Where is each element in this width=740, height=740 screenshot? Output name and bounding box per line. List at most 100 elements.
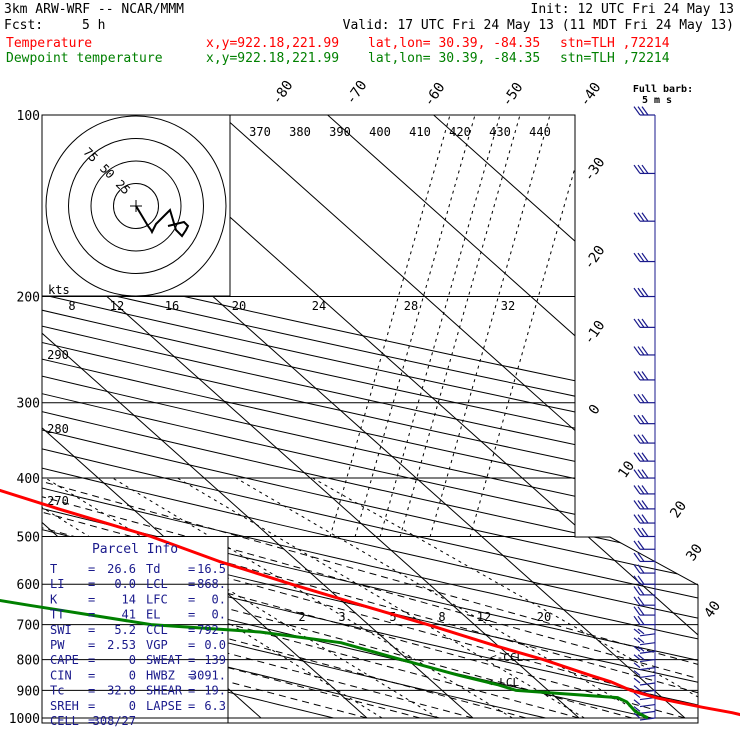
wind-barb — [633, 500, 655, 510]
wind-barb-shaft — [639, 710, 656, 714]
barb-legend-line2: 5 m s — [642, 95, 672, 106]
wind-barb-feather — [637, 575, 645, 585]
pressure-tick-label: 900 — [17, 684, 40, 699]
gap-guide-line — [469, 165, 575, 537]
dry-adiabat-line — [42, 115, 698, 719]
pressure-tick-label: 300 — [17, 397, 40, 412]
wind-barb-feather — [641, 485, 649, 495]
wind-barb-feather — [633, 527, 641, 537]
wind-barb-feather — [637, 346, 645, 356]
isotherm-label: 10 — [615, 458, 638, 481]
parcel-param-eq: = — [188, 668, 195, 682]
mixing-ratio-line — [42, 477, 383, 719]
wind-barb-feather — [637, 252, 645, 262]
temperature-xy: x,y=922.18,221.99 — [206, 36, 340, 51]
wind-barb-feather — [633, 586, 641, 596]
parcel-param-name: VGP — [146, 638, 168, 652]
wind-barb — [633, 212, 655, 222]
wind-barb-shaft — [639, 682, 656, 686]
valid-time: Valid: 17 UTC Fri 24 May 13 (11 MDT Fri … — [342, 18, 734, 33]
wind-barb-feather — [641, 514, 649, 524]
wind-barb-feather — [637, 371, 645, 381]
gap-guide-line — [329, 115, 451, 537]
parcel-param-eq: = — [88, 699, 95, 713]
wind-barb-feather — [633, 552, 641, 562]
parcel-param-value: 0 — [129, 653, 136, 667]
dry-adiabat-line — [42, 115, 698, 719]
parcel-param-value: 868. — [197, 577, 226, 591]
mixing-ratio-label: 2 — [298, 610, 305, 624]
parcel-param-name: CAPE — [50, 653, 79, 667]
hodograph-ring — [45, 115, 227, 297]
wind-barb — [633, 469, 655, 479]
gap-guide-line — [429, 115, 551, 537]
hodograph-ring — [90, 160, 182, 252]
wind-barb-feather — [633, 699, 641, 706]
isotherm-line — [433, 115, 698, 719]
wind-barb-feather — [633, 706, 641, 712]
wind-barbs — [633, 106, 656, 721]
wind-barb — [633, 699, 656, 708]
parcel-param-value: 5.2 — [114, 623, 136, 637]
mixing-ratio-label: 16 — [165, 299, 179, 313]
wind-barb-feather — [637, 500, 645, 510]
parcel-param-name: CCL — [146, 623, 168, 637]
wind-barb-feather — [637, 469, 645, 479]
wind-barb — [633, 452, 655, 462]
wind-barb-feather — [641, 527, 649, 537]
wind-barb-feather — [637, 654, 645, 661]
theta-label: 370 — [249, 125, 271, 139]
wind-barb-feather — [633, 106, 641, 116]
isotherm-label: -30 — [581, 155, 609, 185]
mixing-ratio-label: 8 — [68, 299, 75, 313]
wind-barb-feather — [633, 346, 641, 356]
hodograph-units: kts — [48, 283, 70, 297]
parcel-param-name: PW — [50, 638, 65, 652]
theta-label: 380 — [289, 125, 311, 139]
wind-barb-feather — [637, 106, 645, 116]
parcel-param-value: 0 — [129, 668, 136, 682]
wind-barb-feather — [633, 575, 641, 585]
parcel-param-eq: = — [88, 653, 95, 667]
wind-barb-feather — [637, 645, 645, 652]
gap-guide-line — [399, 115, 521, 537]
wind-barb-feather — [641, 469, 649, 479]
lcl-annotation: <-LCL — [486, 676, 519, 689]
wind-barb — [633, 514, 655, 524]
parcel-param-eq: = — [188, 623, 195, 637]
dry-adiabat-label: 280 — [47, 422, 69, 436]
theta-label: 390 — [329, 125, 351, 139]
wind-barb-feather — [633, 564, 641, 574]
wind-barb — [633, 252, 655, 263]
theta-label: 410 — [409, 125, 431, 139]
wind-barb-feather — [637, 318, 645, 328]
wind-barb — [633, 596, 655, 606]
parcel-param-name: CELL — [50, 714, 79, 728]
wind-barb-feather — [633, 540, 641, 550]
isotherm-label: -50 — [499, 80, 527, 110]
parcel-param-eq: = — [88, 623, 95, 637]
wind-barb-feather — [633, 685, 641, 691]
wind-barb-feather — [641, 287, 649, 297]
parcel-param-value: 0 — [129, 699, 136, 713]
mixing-ratio-label: 8 — [438, 610, 445, 624]
dry-adiabat-label: 290 — [47, 348, 69, 362]
init-time: Init: 12 UTC Fri 24 May 13 — [530, 2, 735, 17]
wind-barb-feather — [637, 615, 645, 625]
wind-barb — [633, 393, 655, 404]
barb-legend-line1: Full barb: — [633, 84, 693, 95]
ccl-annotation: <-CCL — [490, 651, 523, 664]
parcel-param-name: K — [50, 592, 58, 606]
wind-barb-feather — [633, 637, 641, 644]
model-title: 3km ARW-WRF -- NCAR/MMM — [4, 2, 185, 17]
isotherm-label: -10 — [581, 318, 609, 348]
wind-barb — [633, 106, 655, 116]
wind-barb — [633, 654, 656, 663]
hodograph-trace — [135, 205, 190, 238]
wind-barb-feather — [633, 434, 641, 444]
wind-barb-feather — [633, 252, 641, 262]
wind-barb-feather — [637, 485, 645, 495]
wind-barb — [633, 371, 655, 381]
